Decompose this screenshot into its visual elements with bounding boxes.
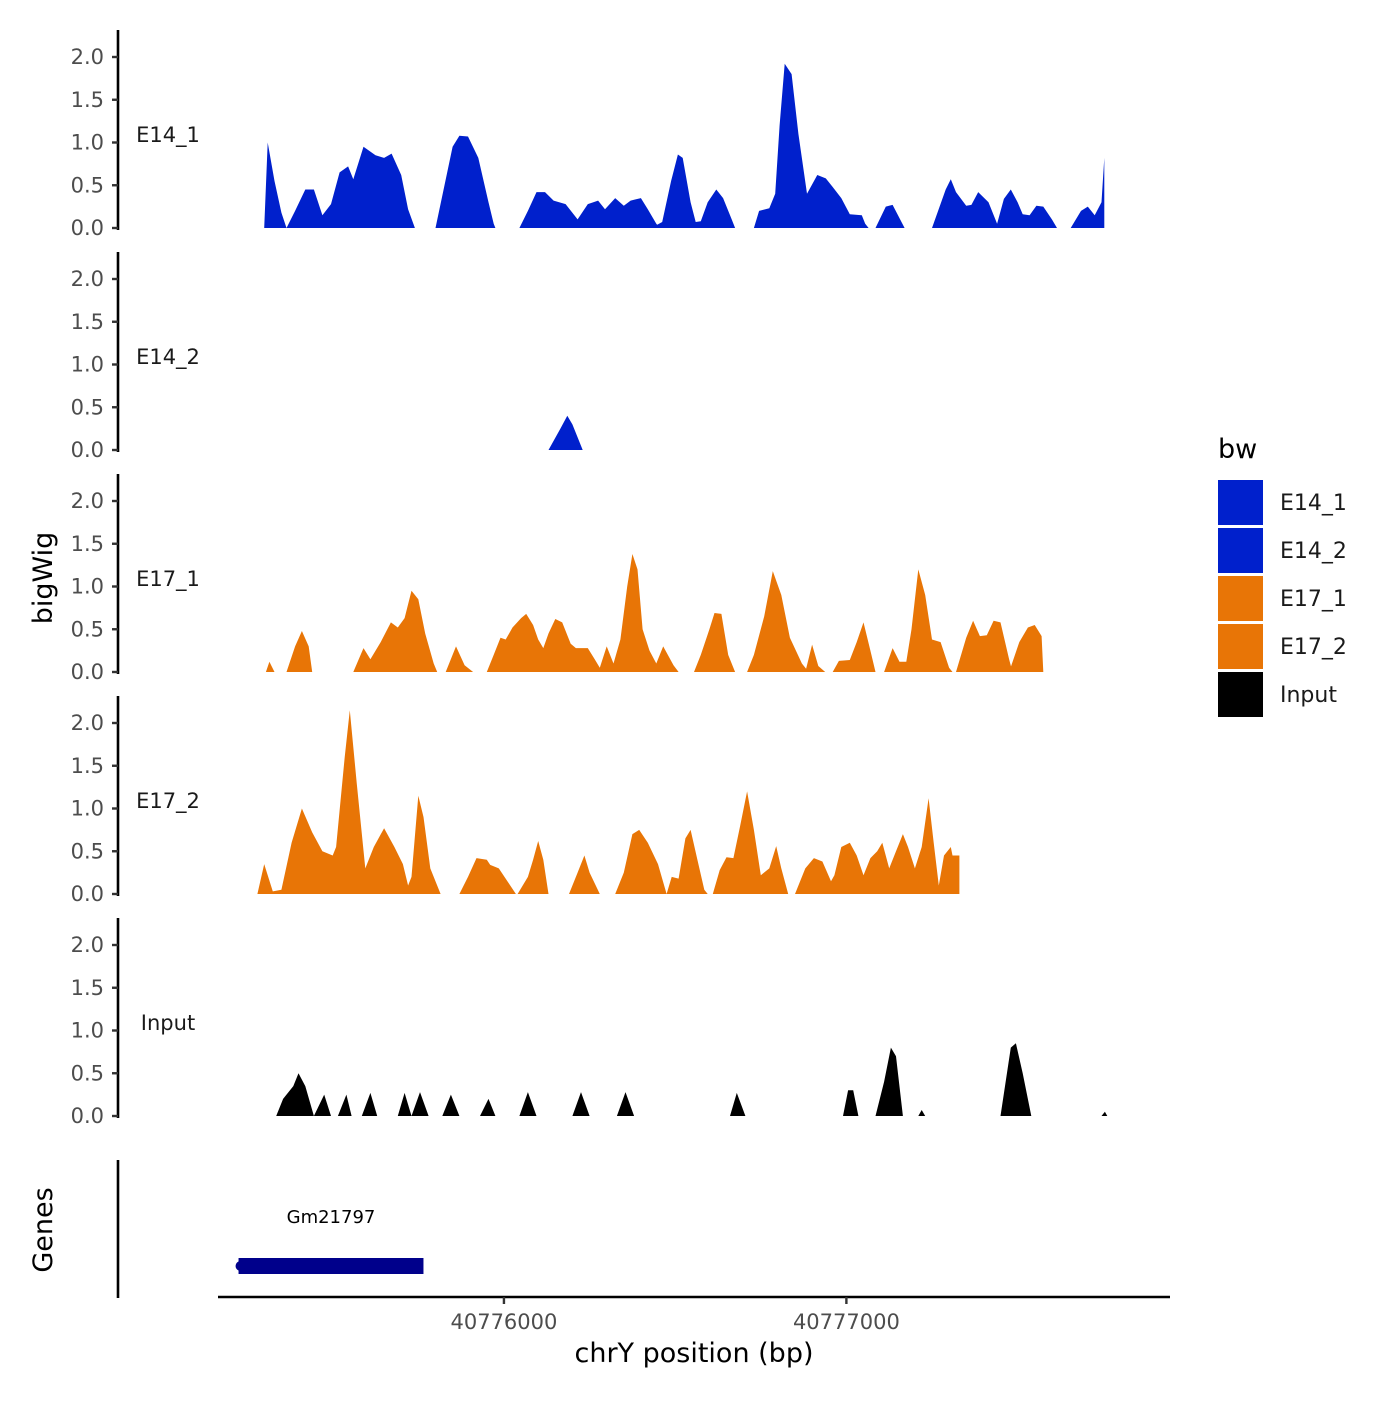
y-tick-label-E17_2: 0.5 bbox=[71, 839, 104, 863]
y-tick-label-E14_1: 0.0 bbox=[71, 216, 104, 240]
track-panel-E14_2: 0.0 0.5 1.0 1.5 2.0 E14_2 bbox=[71, 252, 583, 462]
track-panel-E17_2: 0.0 0.5 1.0 1.5 2.0 E17_2 bbox=[71, 696, 960, 906]
track-panel-Input: 0.0 0.5 1.0 1.5 2.0 Input bbox=[71, 918, 1108, 1128]
y-tick-label-E14_2: 0.5 bbox=[71, 395, 104, 419]
x-tick-label: 40776000 bbox=[450, 1310, 557, 1334]
y-tick-label-E17_2: 1.5 bbox=[71, 754, 104, 778]
gene-label: Gm21797 bbox=[287, 1207, 376, 1228]
y-tick-label-E17_2: 0.0 bbox=[71, 882, 104, 906]
legend-label-Input: Input bbox=[1280, 683, 1337, 708]
y-tick-label-Input: 1.0 bbox=[71, 1019, 104, 1043]
panel-label-E17_2: E17_2 bbox=[136, 789, 200, 814]
x-axis-title: chrY position (bp) bbox=[574, 1338, 813, 1369]
y-tick-label-E17_1: 0.0 bbox=[71, 660, 104, 684]
legend-swatch-E17_1 bbox=[1218, 576, 1263, 621]
y-tick-label-E14_1: 1.0 bbox=[71, 131, 104, 155]
track-panel-E14_1: 0.0 0.5 1.0 1.5 2.0 E14_1 bbox=[71, 30, 1105, 240]
y-tick-label-E14_2: 0.0 bbox=[71, 438, 104, 462]
y-tick-label-E14_1: 1.5 bbox=[71, 88, 104, 112]
legend-label-E17_1: E17_1 bbox=[1280, 587, 1347, 612]
y-tick-label-Input: 1.5 bbox=[71, 976, 104, 1000]
gene-track: Gm21797 bbox=[116, 1160, 424, 1298]
y-tick-label-E17_1: 0.5 bbox=[71, 617, 104, 641]
y-tick-label-Input: 2.0 bbox=[71, 933, 104, 957]
y-tick-label-E17_2: 2.0 bbox=[71, 711, 104, 735]
y-tick-label-E14_1: 2.0 bbox=[71, 45, 104, 69]
y-tick-label-E14_2: 2.0 bbox=[71, 267, 104, 291]
y-tick-label-E17_1: 1.0 bbox=[71, 575, 104, 599]
area-Input bbox=[276, 1043, 1108, 1116]
legend-label-E14_1: E14_1 bbox=[1280, 491, 1347, 516]
y-tick-label-Input: 0.0 bbox=[71, 1104, 104, 1128]
y-tick-label-E17_1: 1.5 bbox=[71, 532, 104, 556]
y-axis-title: bigWig bbox=[28, 532, 59, 625]
gene-bar bbox=[238, 1258, 424, 1274]
x-tick-label: 40777000 bbox=[793, 1310, 900, 1334]
panel-label-E14_1: E14_1 bbox=[136, 123, 200, 148]
legend-label-E14_2: E14_2 bbox=[1280, 539, 1347, 564]
legend: bw E14_1 E14_2 E17_1 E17_2 Input bbox=[1218, 434, 1347, 717]
area-E17_2 bbox=[257, 710, 960, 894]
y-tick-label-E14_2: 1.5 bbox=[71, 310, 104, 334]
y-tick-label-E14_1: 0.5 bbox=[71, 173, 104, 197]
panel-label-Input: Input bbox=[141, 1011, 195, 1035]
legend-swatch-E14_1 bbox=[1218, 480, 1263, 525]
panel-label-E17_1: E17_1 bbox=[136, 567, 200, 592]
legend-swatch-Input bbox=[1218, 672, 1263, 717]
y-tick-label-E17_1: 2.0 bbox=[71, 489, 104, 513]
legend-title: bw bbox=[1218, 434, 1257, 465]
legend-swatch-E14_2 bbox=[1218, 528, 1263, 573]
track-panel-E17_1: 0.0 0.5 1.0 1.5 2.0 E17_1 bbox=[71, 474, 1049, 684]
area-E14_2 bbox=[548, 415, 583, 450]
panel-label-E14_2: E14_2 bbox=[136, 345, 200, 370]
area-E14_1 bbox=[264, 63, 1105, 228]
y-tick-label-E14_2: 1.0 bbox=[71, 353, 104, 377]
gene-track-title: Genes bbox=[28, 1187, 59, 1272]
track-panels: 0.0 0.5 1.0 1.5 2.0 E14_1 0.0 0.5 1.0 1.5 2.0 E14_2… bbox=[71, 30, 1108, 1128]
area-E17_1 bbox=[265, 554, 1049, 672]
x-axis: 40776000 40777000 bbox=[218, 1295, 1170, 1334]
y-tick-label-E17_2: 1.0 bbox=[71, 797, 104, 821]
y-tick-label-Input: 0.5 bbox=[71, 1061, 104, 1085]
legend-swatch-E17_2 bbox=[1218, 624, 1263, 669]
gene-start-cap bbox=[235, 1261, 246, 1271]
legend-label-E17_2: E17_2 bbox=[1280, 635, 1347, 660]
